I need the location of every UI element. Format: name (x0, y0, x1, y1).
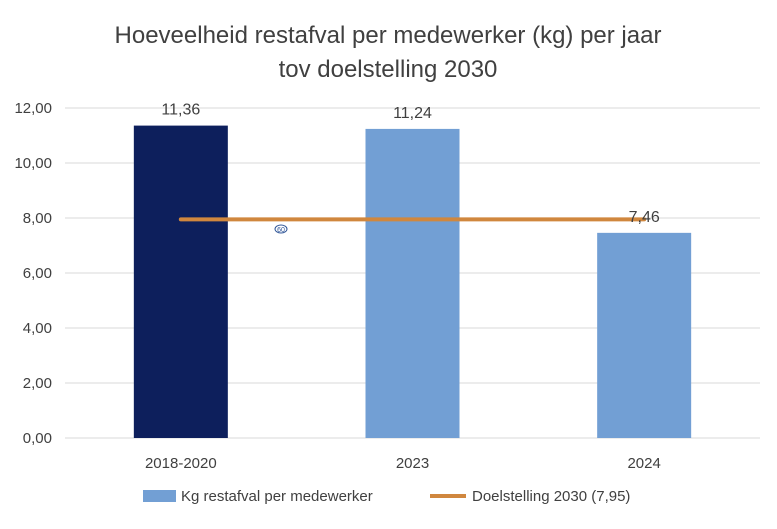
data-labels: 11,36 11,24 7,46 (161, 102, 659, 226)
y-tick-label: 10,00 (14, 155, 52, 172)
x-tick-label: 2018-2020 (145, 455, 217, 472)
x-axis: 2018-2020 2023 2024 (145, 455, 661, 472)
marker-text: 60 (277, 227, 285, 234)
y-tick-label: 4,00 (23, 320, 52, 337)
legend: Kg restafval per medewerker Doelstelling… (143, 488, 630, 505)
x-tick-label: 2023 (396, 455, 429, 472)
legend-swatch-bars (143, 490, 176, 502)
bar (365, 128, 460, 438)
bar-value-label: 11,24 (393, 105, 432, 122)
small-marker: 60 (274, 224, 288, 234)
y-axis: 0,00 2,00 4,00 6,00 8,00 10,00 12,00 (14, 100, 52, 447)
y-tick-label: 12,00 (14, 100, 52, 117)
bar-value-label: 11,36 (161, 102, 200, 119)
bar (597, 232, 692, 438)
y-tick-label: 6,00 (23, 265, 52, 282)
marker-ellipse (274, 224, 288, 234)
x-tick-label: 2024 (627, 455, 660, 472)
chart-title-line-2: tov doelstelling 2030 (279, 56, 498, 83)
legend-label-target: Doelstelling 2030 (7,95) (472, 488, 630, 505)
chart-title-line-1: Hoeveelheid restafval per medewerker (kg… (115, 22, 662, 49)
bars (133, 125, 692, 438)
legend-label-bars: Kg restafval per medewerker (181, 488, 373, 505)
y-tick-label: 2,00 (23, 375, 52, 392)
y-tick-label: 8,00 (23, 210, 52, 227)
y-tick-label: 0,00 (23, 430, 52, 447)
bar (133, 125, 228, 438)
bar-value-label: 7,46 (629, 209, 660, 226)
